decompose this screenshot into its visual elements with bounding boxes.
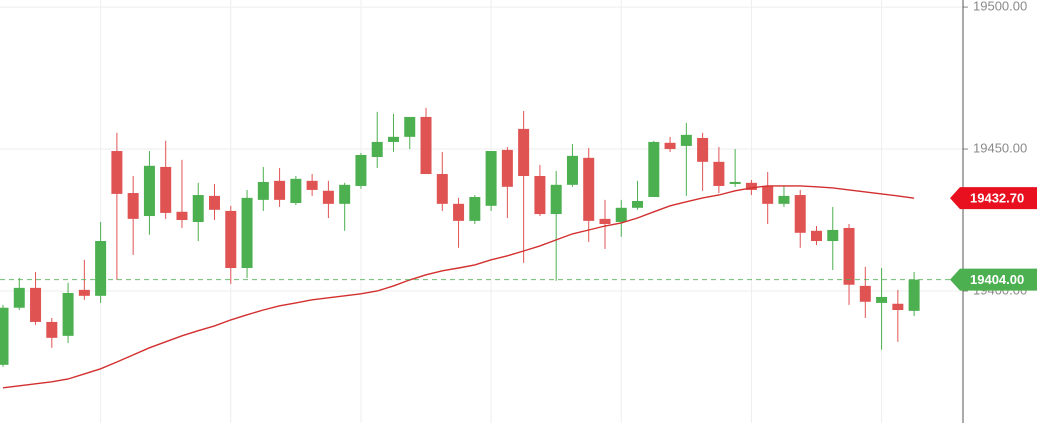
candle-body (713, 161, 725, 186)
candle-body (908, 279, 920, 311)
candle-body (453, 203, 465, 221)
price-tag-label: 19404.00 (970, 272, 1024, 287)
candle-body (745, 182, 757, 190)
candle-body (534, 176, 546, 215)
candle-body (192, 195, 204, 223)
candle-body (778, 195, 790, 204)
candle-body (680, 134, 692, 146)
candle-body (811, 230, 822, 242)
candle-body (599, 218, 611, 224)
candle-body (274, 180, 286, 200)
candle-body (127, 193, 139, 219)
candle-body (485, 151, 497, 206)
candle-body (420, 116, 432, 175)
candle-body (843, 227, 855, 285)
candle-body (209, 195, 221, 210)
candle-body (143, 165, 155, 217)
candle-body (46, 321, 58, 338)
candle-body (62, 292, 74, 336)
candle-body (697, 137, 709, 162)
candle-body (225, 210, 237, 268)
candle-body (257, 181, 269, 200)
candle-body (876, 296, 888, 303)
candle-body (566, 155, 578, 185)
candle-body (306, 180, 318, 190)
candle-body (13, 287, 25, 308)
y-tick-label: 19450.00 (973, 140, 1027, 155)
candle-body (111, 151, 123, 194)
price-tag (950, 268, 1037, 291)
y-tick-label: 19500.00 (973, 0, 1027, 14)
candle-body (160, 166, 172, 213)
candle-body (550, 184, 562, 215)
candle-body (469, 197, 481, 221)
candle-body (664, 142, 676, 150)
candle-body (827, 229, 839, 242)
candle-body (355, 155, 367, 186)
candle-body (583, 157, 595, 221)
moving-average-line (2, 185, 915, 389)
candle-body (78, 289, 90, 296)
candle-body (322, 190, 334, 204)
candle-body (290, 178, 302, 203)
candle-body (0, 307, 9, 365)
candle-body (30, 287, 42, 322)
candle-body (615, 207, 627, 223)
candle-body (95, 241, 107, 296)
candle-body (501, 149, 513, 187)
candle-body (892, 303, 904, 311)
candle-body (729, 181, 741, 184)
price-tag-label: 19432.70 (970, 191, 1024, 206)
candle-body (518, 128, 530, 177)
candle-body (648, 141, 660, 198)
candle-body (859, 285, 871, 302)
candle-body (404, 116, 416, 137)
candle-body (436, 174, 448, 204)
candle-body (387, 136, 399, 142)
price-tag (950, 187, 1037, 210)
candle-body (339, 184, 351, 204)
candle-body (241, 197, 253, 268)
candle-body (371, 141, 383, 157)
candle-body (176, 211, 188, 221)
candle-body (794, 195, 806, 233)
candle-body (762, 185, 774, 204)
candle-body (632, 200, 644, 208)
